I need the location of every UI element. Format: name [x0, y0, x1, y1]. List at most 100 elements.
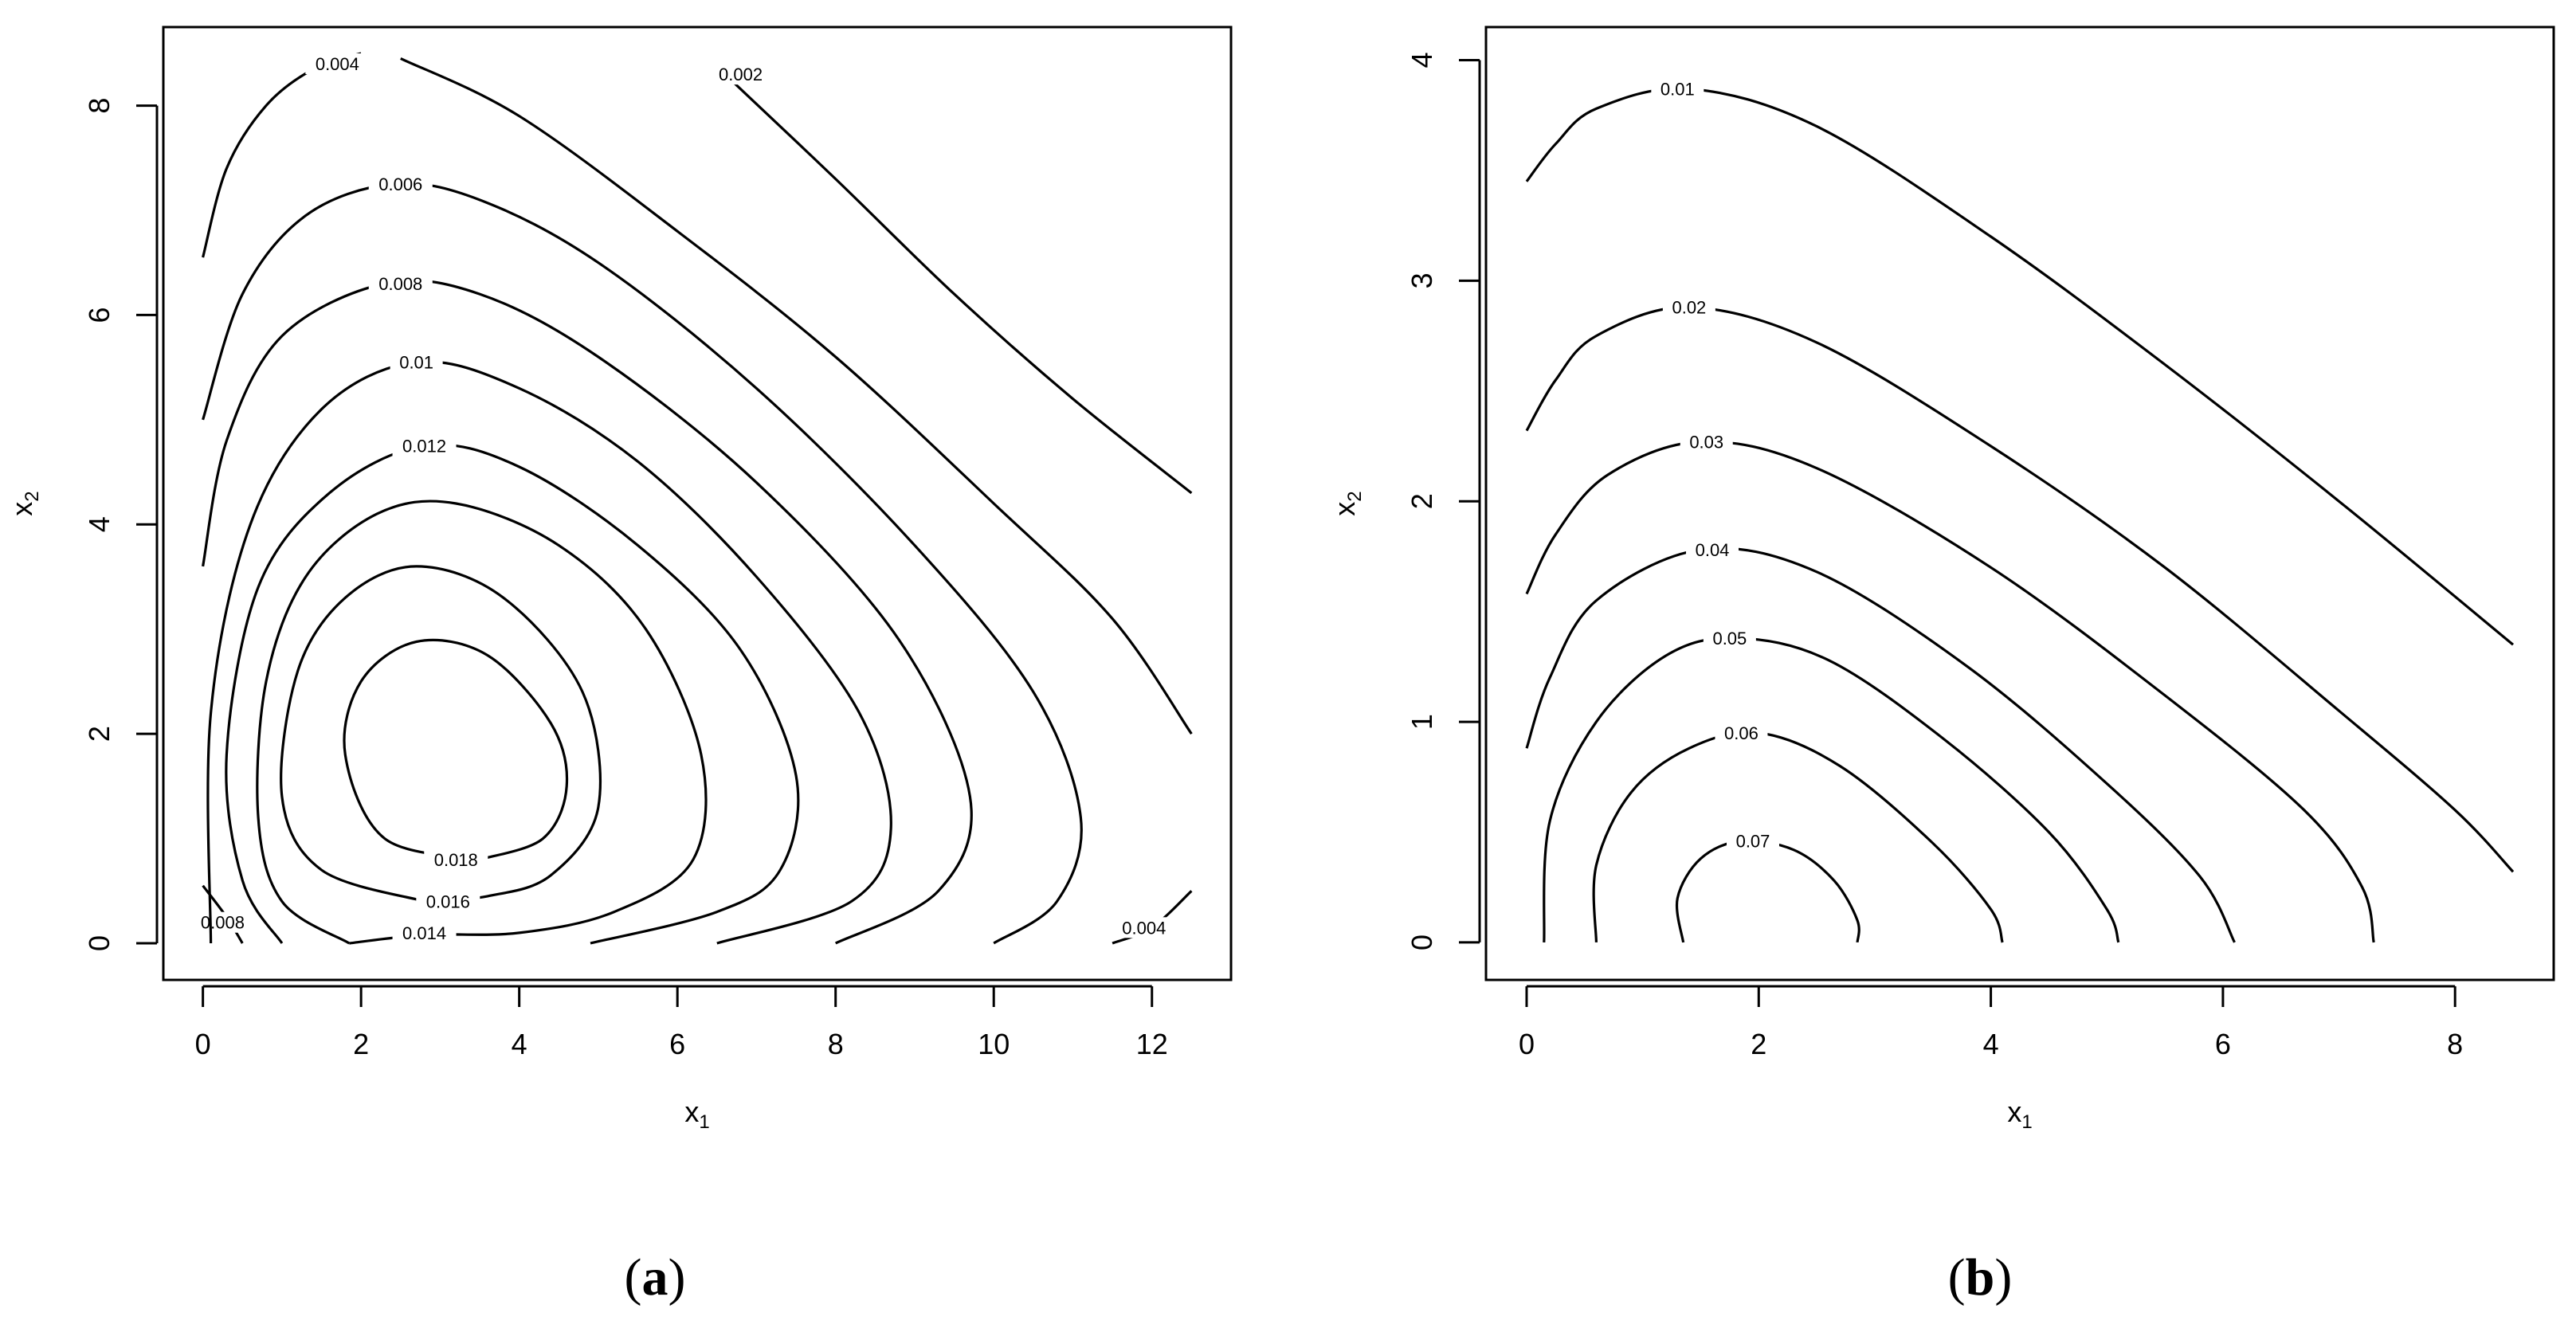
contour-line — [1525, 547, 2236, 943]
panel-a-x-tick-label: 10 — [978, 1028, 1010, 1060]
contour-label-gap — [1662, 296, 1715, 318]
contour-label-gap — [1686, 539, 1739, 561]
panel-a-x-tick-label: 4 — [512, 1028, 527, 1060]
contour-label-gap — [390, 351, 443, 373]
panel-b-y-tick-label: 2 — [1406, 493, 1438, 509]
contour-label: 0.02 — [1672, 298, 1706, 318]
panel-a-y-tick-label: 2 — [83, 726, 116, 742]
contour-line — [723, 72, 1193, 495]
panel-a-contour-0.014: 0.014 — [256, 500, 708, 945]
contour-label-gap — [416, 891, 480, 912]
panel-b-contour-0.04: 0.04 — [1525, 539, 2236, 943]
contour-line — [400, 57, 1193, 735]
contour-label: 0.014 — [402, 923, 446, 943]
contour-line — [202, 182, 1083, 945]
panel-a-y-tick-label: 0 — [83, 935, 116, 951]
contour-line — [206, 360, 892, 945]
panel-b-x-tick-label: 8 — [2447, 1028, 2463, 1060]
contour-label-gap — [190, 911, 255, 933]
contour-label-gap — [368, 174, 433, 195]
contour-label-gap — [305, 53, 370, 74]
contour-label: 0.018 — [434, 850, 478, 870]
panel-a-contour-0.012: 0.012 — [225, 435, 800, 945]
panel-b-x-tick-label: 2 — [1751, 1028, 1766, 1060]
contour-label: 0.01 — [399, 353, 433, 373]
contour-label: 0.004 — [1122, 918, 1166, 938]
contour-label-gap — [708, 64, 773, 85]
contour-label: 0.05 — [1712, 629, 1747, 648]
contour-label-gap — [1651, 78, 1704, 100]
panel-b-x-tick-label: 6 — [2215, 1028, 2231, 1060]
panel-a-x-axis-title: x1 — [684, 1095, 709, 1133]
contour-label: 0.07 — [1736, 832, 1770, 852]
contour-label-gap — [1727, 830, 1779, 852]
panel-a-x-tick-label: 2 — [353, 1028, 369, 1060]
panel-a-plot-frame — [162, 25, 1233, 981]
contour-line — [1592, 731, 2004, 943]
panel-b-contour-0.05: 0.05 — [1543, 627, 2120, 943]
panel-b-x-tick-label: 4 — [1983, 1028, 1999, 1060]
panel-a: 0 2 4 6 8 10 12 0 2 4 6 8 x1 x2 0.002 0.004 0.004 0.006 0.… — [6, 25, 1233, 1307]
panel-b-x-axis-title: x1 — [2007, 1095, 2032, 1133]
contour-label: 0.06 — [1724, 723, 1759, 743]
panel-a-contour-0.008: 0.008 — [202, 273, 973, 945]
contour-label: 0.004 — [316, 54, 359, 74]
panel-a-y-tick-label: 8 — [83, 98, 116, 114]
contour-label-gap — [368, 273, 433, 294]
panel-b-contour-0.02: 0.02 — [1525, 296, 2515, 873]
contour-line — [202, 52, 362, 258]
panel-a-y-tick-label: 4 — [83, 516, 116, 532]
panel-b-x-tick-label: 0 — [1519, 1028, 1535, 1060]
panel-a-contour-0.008: 0.008 — [190, 884, 255, 944]
panel-b-plot-frame — [1484, 25, 2555, 981]
contour-label: 0.002 — [719, 65, 763, 84]
contour-label-gap — [424, 848, 488, 870]
contour-label: 0.008 — [378, 274, 422, 294]
panel-a-contour-0.002: 0.002 — [708, 64, 1193, 495]
contour-label: 0.03 — [1689, 432, 1723, 452]
panel-a-y-tick-label: 6 — [83, 307, 116, 323]
panel-a-label: (a) — [625, 1248, 686, 1307]
contour-line — [225, 443, 800, 945]
panel-a-contour-0.004: 0.004 — [1112, 890, 1193, 945]
panel-a-x-tick-label: 12 — [1136, 1028, 1168, 1060]
panel-a-x-tick-label: 0 — [195, 1028, 211, 1060]
contour-label-gap — [1703, 627, 1756, 648]
contour-line — [343, 638, 569, 861]
contour-label: 0.012 — [402, 437, 446, 456]
panel-a-contour-0.004: 0.004 — [202, 52, 1193, 735]
panel-a-contour-0.016: 0.016 — [280, 565, 602, 912]
contour-label-gap — [1112, 917, 1176, 938]
panel-a-x-tick-label: 8 — [828, 1028, 844, 1060]
panel-b: 0 2 4 6 8 0 1 2 3 4 x1 x2 0.01 0.02 0.03 0.04 0.05 0.06 0.… — [1328, 25, 2555, 1307]
panel-b-y-axis-title: x2 — [1328, 491, 1366, 515]
panel-a-contour-0.018: 0.018 — [343, 638, 569, 870]
contour-label-gap — [1680, 431, 1733, 453]
contour-line — [1525, 440, 2375, 943]
panel-a-y-axis-title: x2 — [6, 491, 43, 515]
panel-a-contour-0.01: 0.01 — [206, 351, 892, 945]
contour-label-gap — [1715, 722, 1768, 743]
contour-line — [280, 565, 602, 903]
contour-line — [1543, 637, 2120, 943]
panel-b-contour-0.03: 0.03 — [1525, 431, 2375, 943]
contour-line — [256, 500, 708, 945]
contour-line — [1525, 87, 2515, 646]
panel-b-y-tick-label: 3 — [1406, 272, 1438, 288]
contour-label: 0.04 — [1696, 540, 1730, 560]
panel-b-contour-0.07: 0.07 — [1675, 830, 1860, 943]
panel-a-x-tick-label: 6 — [669, 1028, 685, 1060]
contour-label: 0.006 — [378, 174, 422, 194]
panel-b-y-tick-label: 0 — [1406, 934, 1438, 950]
panel-a-contour-0.006: 0.006 — [202, 174, 1083, 945]
panel-b-contour-0.01: 0.01 — [1525, 78, 2515, 646]
panel-b-label: (b) — [1948, 1248, 2013, 1307]
contour-label: 0.008 — [201, 913, 245, 933]
panel-b-contour-0.06: 0.06 — [1592, 722, 2004, 943]
contour-line — [202, 279, 973, 945]
contour-label-gap — [392, 435, 457, 456]
contour-label: 0.016 — [426, 891, 470, 911]
panel-b-y-tick-label: 1 — [1406, 714, 1438, 730]
contour-line — [1525, 305, 2515, 873]
